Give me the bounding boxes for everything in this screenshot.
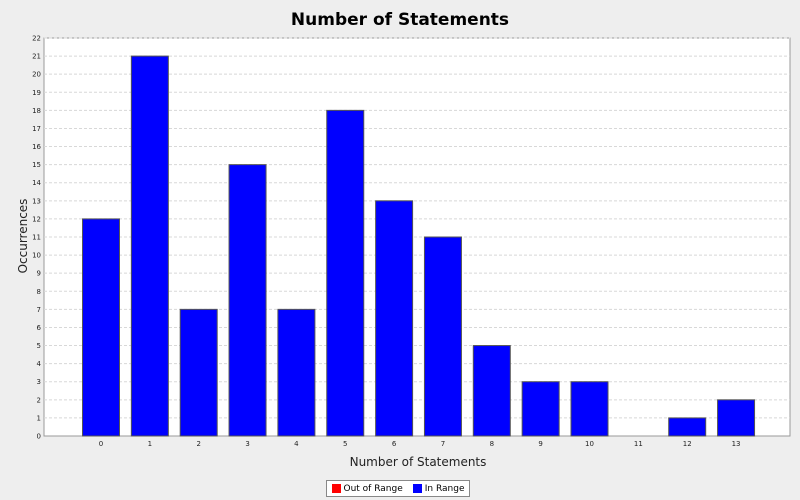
bar-12 (668, 417, 707, 437)
y-tick-label: 22 (32, 35, 41, 43)
y-tick-label: 9 (37, 270, 41, 278)
y-tick-label: 1 (37, 414, 41, 422)
x-tick-label: 4 (294, 440, 299, 448)
chart-title: Number of Statements (291, 10, 509, 30)
y-tick-label: 3 (37, 378, 41, 386)
legend: Out of Range In Range (326, 480, 470, 497)
y-tick-label: 14 (32, 179, 41, 187)
y-tick-label: 10 (32, 252, 41, 260)
y-tick-label: 11 (32, 234, 41, 242)
y-tick-label: 20 (32, 71, 41, 79)
x-tick-label: 7 (441, 440, 445, 448)
y-tick-label: 4 (37, 360, 42, 368)
x-tick-label: 12 (683, 440, 692, 448)
bar-9 (521, 381, 560, 437)
x-tick-label: 13 (732, 440, 741, 448)
bar-1 (130, 55, 169, 437)
x-axis-ticks: 0 1 2 3 4 5 6 7 8 9 10 11 12 13 (99, 440, 741, 448)
y-tick-label: 5 (37, 342, 41, 350)
bar-13 (717, 399, 756, 437)
y-tick-label: 19 (32, 89, 41, 97)
x-axis-label: Number of Statements (350, 455, 487, 469)
bar-4 (277, 308, 316, 437)
bar-6 (375, 200, 414, 437)
y-tick-label: 8 (37, 288, 41, 296)
y-tick-label: 16 (32, 143, 41, 151)
legend-label-in-range: In Range (424, 483, 465, 494)
legend-swatch-out-of-range (331, 484, 341, 493)
legend-item-in-range: In Range (412, 483, 465, 494)
y-tick-label: 13 (32, 197, 41, 205)
y-tick-label: 6 (37, 324, 42, 332)
x-tick-label: 2 (196, 440, 200, 448)
x-tick-label: 0 (99, 440, 103, 448)
bar-3 (228, 164, 267, 437)
bar-2 (179, 308, 218, 437)
legend-label-out-of-range: Out of Range (343, 483, 403, 494)
y-tick-label: 21 (32, 53, 41, 61)
x-tick-label: 5 (343, 440, 347, 448)
y-tick-label: 17 (32, 125, 41, 133)
legend-swatch-in-range (412, 484, 422, 493)
legend-item-out-of-range: Out of Range (331, 483, 403, 494)
y-tick-label: 15 (32, 161, 41, 169)
y-tick-label: 12 (32, 215, 41, 223)
x-tick-label: 10 (585, 440, 594, 448)
y-tick-label: 7 (37, 306, 41, 314)
x-tick-label: 11 (634, 440, 643, 448)
x-tick-label: 8 (490, 440, 494, 448)
y-tick-label: 2 (37, 396, 41, 404)
y-tick-label: 0 (37, 433, 41, 441)
bar-7 (423, 236, 462, 437)
y-tick-label: 18 (32, 107, 41, 115)
bar-5 (326, 109, 365, 437)
grid-lines (44, 37, 790, 419)
bar-0 (82, 218, 120, 437)
y-axis-label: Occurrences (16, 199, 30, 274)
x-tick-label: 9 (538, 440, 542, 448)
x-tick-label: 3 (245, 440, 249, 448)
bar-8 (472, 345, 511, 437)
bar-10 (570, 381, 609, 437)
bars (82, 55, 756, 437)
x-tick-label: 1 (148, 440, 152, 448)
x-tick-label: 6 (392, 440, 397, 448)
